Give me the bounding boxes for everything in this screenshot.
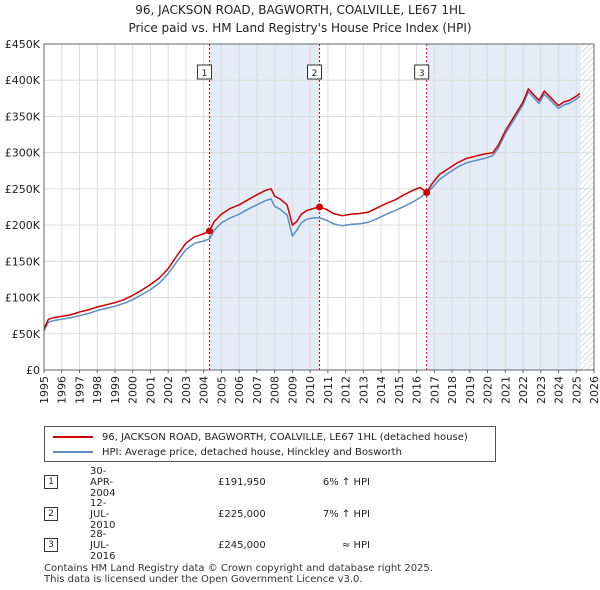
property-price-line xyxy=(43,88,581,330)
annotation-box xyxy=(197,64,213,80)
hpi-line xyxy=(43,91,581,332)
transaction-price: £225,000 xyxy=(218,508,266,520)
footer-line-2: This data is licensed under the Open Gov… xyxy=(44,574,363,585)
y-tick-label: £50K xyxy=(12,328,41,341)
x-tick-label: 2011 xyxy=(322,376,335,404)
legend-swatch-hpi xyxy=(53,451,93,453)
y-tick-label: £350K xyxy=(5,110,41,123)
transaction-number: 3 xyxy=(44,538,58,552)
transaction-row: 1 30-APR-2004 £191,950 6% ↑ HPI xyxy=(44,466,370,499)
x-tick-label: 2007 xyxy=(251,376,264,404)
legend-item-hpi: HPI: Average price, detached house, Hinc… xyxy=(53,445,402,459)
axes: £0 £50K £100K £150K £200K £250K £300K £350K £400… xyxy=(5,38,600,404)
y-tick-label: £0 xyxy=(26,364,40,377)
legend-label-property: 96, JACKSON ROAD, BAGWORTH, COALVILLE, L… xyxy=(102,431,468,443)
x-tick-label: 2025 xyxy=(570,376,583,404)
x-tick-label: 2018 xyxy=(446,376,459,404)
x-tick-label: 1996 xyxy=(56,376,69,404)
transaction-hpi: 6% ↑ HPI xyxy=(322,476,370,488)
y-tick-label: £250K xyxy=(5,183,41,196)
series-lines xyxy=(43,88,581,332)
annotation-label: 3 xyxy=(419,69,425,79)
chart-subtitle: Price paid vs. HM Land Registry's House … xyxy=(128,21,472,35)
footer: Contains HM Land Registry data © Crown c… xyxy=(44,563,433,585)
x-tick-label: 2010 xyxy=(304,376,317,404)
transaction-number: 1 xyxy=(44,475,58,489)
y-tick-label: £300K xyxy=(5,147,41,160)
x-tick-label: 2024 xyxy=(553,376,566,404)
x-tick-label: 2012 xyxy=(340,376,353,404)
sale-point xyxy=(423,189,431,197)
transaction-number: 2 xyxy=(44,507,58,521)
annotation-boxes: 1 2 3 xyxy=(197,64,430,80)
annotation-label: 2 xyxy=(312,69,318,79)
legend-label-hpi: HPI: Average price, detached house, Hinc… xyxy=(102,446,402,458)
x-tick-label: 2020 xyxy=(482,376,495,404)
transaction-row: 2 12-JUL-2010 £225,000 7% ↑ HPI xyxy=(44,498,370,531)
x-tick-label: 1998 xyxy=(91,376,104,404)
annotation-box xyxy=(414,64,430,80)
x-tick-label: 2008 xyxy=(269,376,282,404)
x-tick-label: 2001 xyxy=(144,376,157,404)
period-band xyxy=(209,44,320,370)
x-tick-label: 2005 xyxy=(215,376,228,404)
x-tick-label: 2014 xyxy=(375,376,388,404)
y-tick-label: £450K xyxy=(5,38,41,51)
transaction-date: 30-APR-2004 xyxy=(90,465,116,499)
transaction-hpi: 7% ↑ HPI xyxy=(322,508,370,520)
x-tick-label: 2003 xyxy=(180,376,193,404)
annotation-box xyxy=(307,64,323,80)
x-tick-label: 2026 xyxy=(588,376,600,404)
plot-frame xyxy=(43,43,595,371)
y-tick-label: £150K xyxy=(5,255,41,268)
transaction-date: 12-JUL-2010 xyxy=(90,497,116,531)
x-tick-label: 2023 xyxy=(535,376,548,404)
x-tick-label: 2022 xyxy=(517,376,530,404)
price-chart: 1 2 3 £0 £50K £100K £150K £200K £250K £300K £350K… xyxy=(5,38,600,404)
sale-point xyxy=(316,203,324,211)
y-tick-label: £100K xyxy=(5,292,41,305)
x-tick-label: 2016 xyxy=(411,376,424,404)
x-tick-label: 2021 xyxy=(499,376,512,404)
x-tick-label: 1997 xyxy=(73,376,86,404)
transaction-row: 3 28-JUL-2016 £245,000 ≈ HPI xyxy=(44,529,370,562)
sale-points xyxy=(206,189,431,235)
x-tick-label: 1999 xyxy=(109,376,122,404)
x-tick-label: 2006 xyxy=(233,376,246,404)
x-tick-label: 1995 xyxy=(38,376,51,404)
future-hatch-band xyxy=(580,44,594,370)
x-tick-label: 2004 xyxy=(198,376,211,404)
chart-title: 96, JACKSON ROAD, BAGWORTH, COALVILLE, L… xyxy=(135,3,465,17)
y-tick-label: £200K xyxy=(5,219,41,232)
period-band xyxy=(426,44,581,370)
annotation-label: 1 xyxy=(202,69,208,79)
legend-item-property: 96, JACKSON ROAD, BAGWORTH, COALVILLE, L… xyxy=(53,430,468,444)
y-tick-label: £400K xyxy=(5,74,41,87)
x-tick-label: 2017 xyxy=(428,376,441,404)
transaction-date: 28-JUL-2016 xyxy=(90,528,116,562)
footer-line-1: Contains HM Land Registry data © Crown c… xyxy=(44,563,433,574)
x-tick-label: 2019 xyxy=(464,376,477,404)
x-tick-label: 2009 xyxy=(286,376,299,404)
legend-swatch-property xyxy=(53,436,93,438)
x-tick-label: 2000 xyxy=(127,376,140,404)
x-tick-label: 2013 xyxy=(357,376,370,404)
x-tick-label: 2002 xyxy=(162,376,175,404)
legend: 96, JACKSON ROAD, BAGWORTH, COALVILLE, L… xyxy=(44,426,496,462)
transaction-price: £191,950 xyxy=(218,476,266,488)
x-tick-label: 2015 xyxy=(393,376,406,404)
transaction-hpi: ≈ HPI xyxy=(341,539,370,551)
transaction-price: £245,000 xyxy=(218,539,266,551)
sale-point xyxy=(206,227,214,235)
